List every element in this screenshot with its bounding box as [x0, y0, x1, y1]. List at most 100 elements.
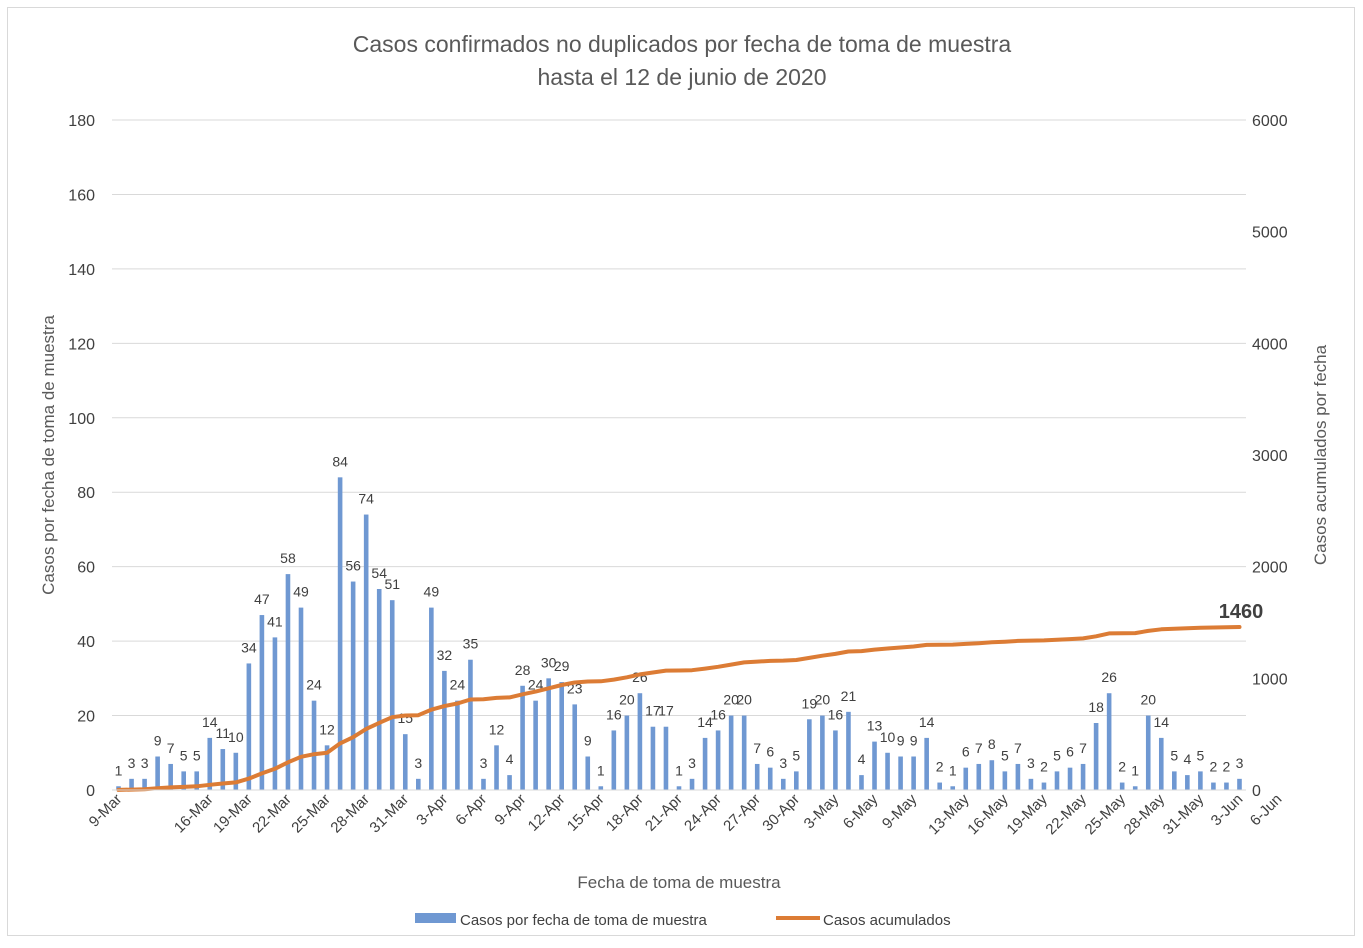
bar-value-label: 24: [306, 677, 322, 693]
bar: [976, 763, 982, 790]
bar: [1237, 778, 1242, 790]
y-tick-label: 80: [77, 485, 95, 502]
bar-value-label: 14: [1153, 714, 1169, 730]
line-final-label: 1460: [1219, 601, 1264, 623]
bar: [194, 771, 200, 790]
bar-value-label: 74: [358, 491, 374, 507]
bar-value-label: 12: [489, 721, 505, 737]
bar: [272, 637, 278, 790]
bar-value-label: 6: [962, 744, 970, 760]
bar: [780, 778, 786, 790]
bar: [1015, 763, 1021, 790]
bar: [468, 659, 473, 790]
bar-value-label: 58: [280, 550, 296, 566]
bar: [311, 700, 317, 790]
bar: [1106, 693, 1112, 790]
bar: [1211, 782, 1216, 790]
bar: [546, 678, 551, 790]
bar: [559, 682, 564, 790]
bar-value-label: 54: [371, 565, 387, 581]
bar: [598, 786, 604, 790]
y2-tick-label: 2000: [1252, 560, 1288, 577]
bar-series: [116, 477, 1242, 790]
bar-value-label: 5: [1001, 747, 1009, 763]
bar: [624, 715, 630, 790]
bar-value-label: 20: [815, 692, 831, 708]
bar: [807, 719, 812, 790]
bar: [1093, 723, 1099, 790]
bar: [1132, 786, 1138, 790]
bar: [533, 700, 538, 790]
bar-value-label: 28: [515, 662, 531, 678]
bar: [520, 685, 525, 790]
y2-tick-label: 0: [1252, 783, 1261, 800]
bar-value-label: 5: [792, 747, 800, 763]
bar: [1119, 782, 1125, 790]
bar-value-label: 5: [180, 747, 188, 763]
y-tick-label: 180: [68, 113, 95, 130]
bar: [676, 786, 682, 790]
bar: [259, 615, 265, 790]
y-tick-label: 40: [77, 634, 95, 651]
bar-value-label: 9: [910, 733, 918, 749]
bar: [585, 756, 591, 790]
bar-value-label: 14: [697, 714, 713, 730]
bar: [363, 514, 369, 790]
bar-value-label: 7: [753, 740, 761, 756]
bar: [937, 782, 942, 790]
bar-value-label: 13: [867, 718, 883, 734]
y-axis-right-ticks: 0 1000 2000 3000 4000 5000 6000: [1252, 113, 1288, 800]
bar: [337, 477, 343, 790]
bar: [846, 711, 851, 790]
y2-tick-label: 3000: [1252, 448, 1288, 465]
bar: [911, 756, 916, 790]
bar: [963, 767, 969, 790]
bar-value-label: 20: [1140, 692, 1156, 708]
y-tick-label: 100: [68, 411, 95, 428]
bar: [1080, 763, 1086, 790]
bar: [220, 749, 226, 790]
bar-value-label: 3: [141, 755, 149, 771]
bar: [715, 730, 721, 790]
bar: [950, 786, 956, 790]
bar-value-label: 5: [1170, 747, 1178, 763]
bar-value-label: 3: [414, 755, 422, 771]
bar-value-label: 10: [880, 729, 896, 745]
bar-value-label: 7: [1014, 740, 1022, 756]
bar-value-label: 9: [897, 733, 905, 749]
y-axis-left-ticks: 0 20 40 60 80 100 120 140 160 180: [68, 113, 95, 800]
bar: [285, 574, 291, 790]
bar-value-label: 1: [949, 762, 957, 778]
bar-value-label: 26: [1101, 669, 1117, 685]
bar-value-label: 16: [710, 706, 726, 722]
bar-value-label: 49: [424, 584, 440, 600]
bar: [429, 607, 434, 790]
bar: [1172, 771, 1177, 790]
bar: [181, 771, 186, 790]
bar: [324, 745, 330, 790]
bar: [754, 763, 760, 790]
bar-value-label: 21: [841, 688, 857, 704]
y-axis-left-title: Casos por fecha de toma de muestra: [39, 315, 58, 595]
bar-value-label: 4: [1183, 751, 1191, 767]
bar-value-label: 3: [1027, 755, 1035, 771]
bar: [833, 730, 838, 790]
bar: [1145, 715, 1151, 790]
bar: [442, 670, 447, 790]
bar-value-label: 47: [254, 591, 270, 607]
bar: [1158, 737, 1164, 790]
bar-value-label: 1: [675, 762, 683, 778]
bar: [1054, 771, 1060, 790]
bar: [872, 741, 877, 790]
bar: [142, 778, 147, 790]
legend-bar-swatch: [415, 913, 456, 923]
bar-value-label: 2: [1223, 759, 1231, 775]
y-tick-label: 120: [68, 336, 95, 353]
bar-value-label: 51: [384, 576, 400, 592]
bar-value-label: 24: [450, 677, 466, 693]
bar: [663, 726, 669, 790]
bar-value-label: 49: [293, 584, 309, 600]
y-tick-label: 20: [77, 709, 95, 726]
y2-tick-label: 6000: [1252, 113, 1288, 130]
